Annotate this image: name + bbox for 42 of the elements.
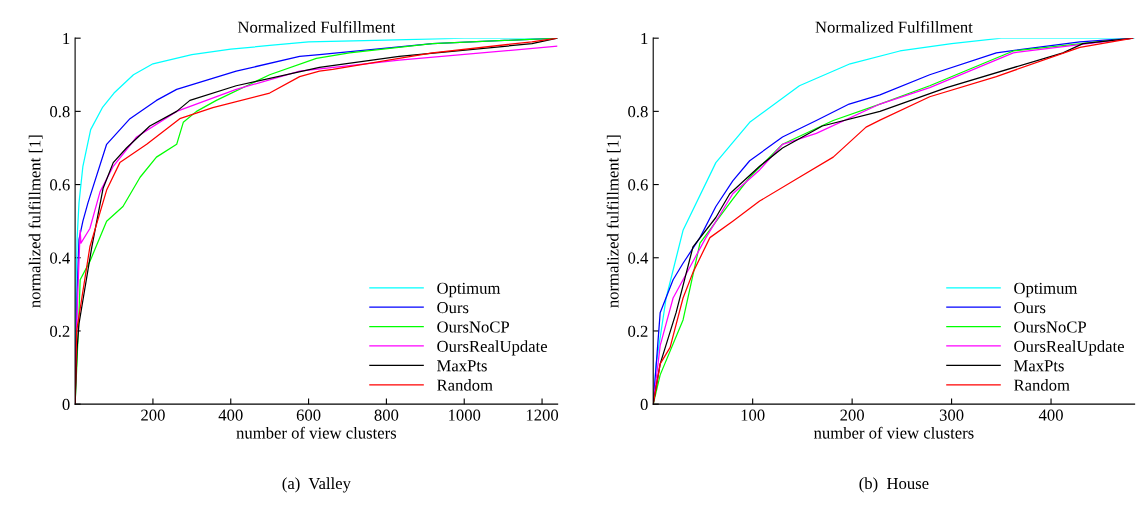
y-tick-label: 0.4 bbox=[50, 252, 70, 264]
x-tick-label: 600 bbox=[296, 409, 321, 421]
legend-label: OursRealUpdate bbox=[437, 340, 548, 356]
y-tick-label: 0.6 bbox=[628, 179, 648, 191]
chart-title: Normalized Fulfillment bbox=[237, 20, 396, 33]
legend-label: MaxPts bbox=[1013, 360, 1064, 372]
x-axis-title: number of view clusters bbox=[236, 426, 397, 439]
legend-label: OursRealUpdate bbox=[1014, 340, 1124, 356]
legend-label: OursNoCP bbox=[437, 321, 510, 333]
legend-label: Ours bbox=[1014, 302, 1046, 314]
y-axis-title: normalized fulfillment [1] bbox=[28, 135, 43, 308]
legend-label: OursNoCP bbox=[1014, 321, 1086, 333]
y-tick-label: 0.6 bbox=[50, 179, 70, 191]
y-tick-label: 0.8 bbox=[50, 106, 70, 118]
y-axis-title: normalized fulfillment [1] bbox=[606, 135, 621, 308]
x-tick-label: 400 bbox=[218, 409, 243, 421]
text: (b) House bbox=[859, 477, 929, 493]
x-tick-label: 300 bbox=[939, 409, 964, 421]
legend-label: Random bbox=[1013, 379, 1070, 391]
y-tick-label: 0 bbox=[640, 398, 648, 411]
chart-title: Normalized Fulfillment bbox=[815, 20, 973, 33]
legend-label: Random bbox=[437, 379, 493, 391]
x-tick-label: 200 bbox=[840, 409, 864, 421]
text: (a) Valley bbox=[282, 477, 351, 493]
y-tick-label: 0.2 bbox=[50, 325, 70, 337]
y-tick-label: 0.4 bbox=[628, 252, 649, 264]
x-tick-label: 100 bbox=[741, 409, 765, 421]
y-tick-label: 1 bbox=[63, 32, 70, 44]
legend-label: Ours bbox=[437, 302, 469, 314]
y-tick-label: 0.2 bbox=[628, 325, 648, 337]
x-tick-label: 800 bbox=[374, 409, 399, 421]
x-tick-label: 200 bbox=[141, 409, 165, 421]
legend-label: Optimum bbox=[437, 282, 501, 298]
x-tick-label: 400 bbox=[1038, 409, 1063, 421]
x-tick-label: 1000 bbox=[449, 409, 481, 421]
x-tick-label: 1200 bbox=[526, 409, 559, 421]
legend-label: MaxPts bbox=[437, 360, 487, 372]
y-tick-label: 0.8 bbox=[628, 106, 648, 118]
legend-label: Optimum bbox=[1014, 282, 1078, 298]
y-tick-label: 1 bbox=[641, 32, 648, 44]
x-axis-title: number of view clusters bbox=[813, 426, 974, 439]
y-tick-label: 0 bbox=[62, 398, 70, 411]
